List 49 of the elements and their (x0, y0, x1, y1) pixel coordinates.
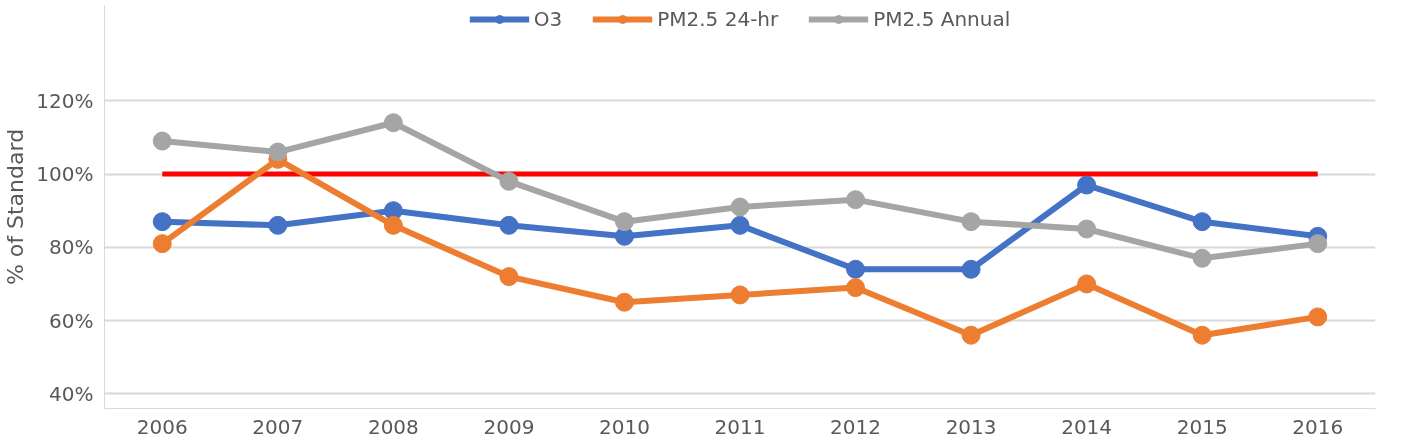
x-tick-label: 2015 (1176, 414, 1228, 439)
point (383, 215, 403, 235)
point (1077, 175, 1097, 195)
point (499, 171, 519, 191)
point (730, 197, 750, 217)
point (1308, 234, 1328, 254)
point (614, 212, 634, 232)
point (1192, 325, 1212, 345)
legend-label: O3 (533, 7, 563, 31)
legend-label: PM2.5 Annual (873, 7, 1011, 31)
x-tick-label: 2011 (714, 414, 766, 439)
x-tick-label: 2012 (830, 414, 881, 439)
point (152, 131, 172, 151)
point (383, 113, 403, 133)
point (1308, 307, 1328, 327)
point (152, 234, 172, 254)
x-tick-label: 2007 (252, 414, 304, 439)
point (499, 215, 519, 235)
point (961, 259, 981, 279)
x-tick-label: 2006 (136, 414, 188, 439)
y-tick-label: 100% (36, 162, 94, 187)
point (614, 292, 634, 312)
x-tick-label: 2009 (483, 414, 535, 439)
x-tick-label: 2016 (1292, 414, 1344, 439)
point (1077, 274, 1097, 294)
y-axis-title: % of Standard (3, 128, 29, 286)
point (152, 212, 172, 232)
point (846, 190, 866, 210)
x-tick-label: 2014 (1061, 414, 1113, 439)
point (961, 212, 981, 232)
point (846, 278, 866, 298)
point (730, 285, 750, 305)
point (730, 215, 750, 235)
point (961, 325, 981, 345)
point (268, 142, 288, 162)
point (1192, 212, 1212, 232)
y-tick-label: 120% (36, 88, 94, 113)
legend-label: PM2.5 24-hr (657, 7, 779, 31)
point (1192, 248, 1212, 268)
x-tick-label: 2010 (599, 414, 650, 439)
y-tick-label: 60% (49, 308, 94, 333)
point (846, 259, 866, 279)
point (499, 267, 519, 287)
point (268, 215, 288, 235)
x-tick-label: 2008 (367, 414, 419, 439)
x-tick-label: 2013 (945, 414, 997, 439)
point (1077, 219, 1097, 239)
y-tick-label: 40% (49, 381, 94, 406)
y-tick-label: 80% (49, 235, 94, 260)
